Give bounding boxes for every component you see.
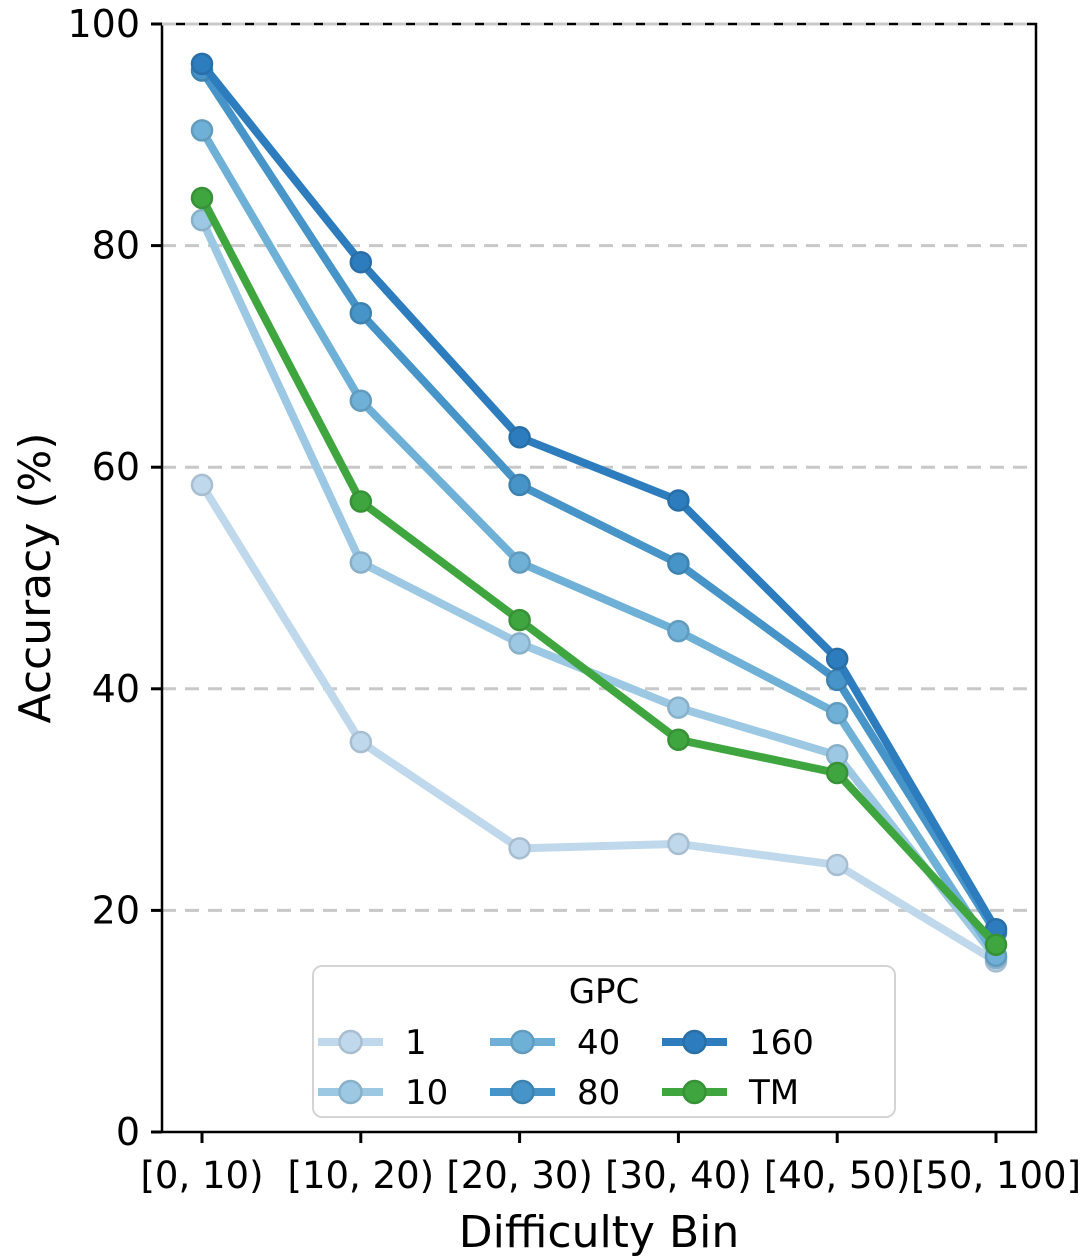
series-80-marker-1	[349, 301, 373, 325]
series-TM-line	[198, 193, 1000, 949]
series-1	[190, 473, 1008, 973]
x-tick-label-4: [40, 50)	[764, 1154, 911, 1197]
series-80-marker-3	[667, 552, 690, 575]
series-10-marker-1	[349, 551, 373, 574]
x-tick-label-0: [0, 10)	[140, 1154, 263, 1197]
legend-label-160: 160	[749, 1023, 814, 1063]
legend-swatch-marker-160	[682, 1029, 707, 1055]
x-tick-label-1: [10, 20)	[288, 1154, 435, 1197]
series-TM-marker-4	[825, 761, 849, 785]
legend-item-10: 10	[318, 1073, 448, 1113]
series-TM-marker-0	[190, 186, 214, 210]
series-TM-marker-3	[667, 728, 690, 752]
series-160-marker-0	[190, 52, 214, 76]
y-tick-label-40: 40	[92, 667, 140, 711]
series-80-marker-2	[508, 473, 531, 497]
x-tick-label-5: [50, 100]	[911, 1154, 1080, 1197]
series-TM-marker-5	[984, 933, 1008, 956]
series-40-marker-4	[825, 701, 849, 725]
series-80-line	[198, 66, 1000, 937]
legend: GPC 1 10 40 80 160 TM	[312, 965, 896, 1118]
series-TM-marker-1	[349, 490, 373, 513]
legend-label-10: 10	[405, 1073, 448, 1113]
legend-label-1: 1	[405, 1023, 427, 1063]
legend-item-160: 160	[662, 1023, 814, 1063]
series-160-marker-1	[349, 250, 373, 274]
legend-label-80: 80	[577, 1073, 620, 1113]
legend-item-1: 1	[318, 1023, 427, 1063]
legend-swatch-marker-TM	[682, 1079, 707, 1105]
series-1-marker-3	[667, 832, 690, 856]
legend-item-80: 80	[490, 1073, 620, 1113]
y-tick-label-80: 80	[92, 224, 140, 268]
legend-swatch-marker-80	[510, 1079, 535, 1105]
series-160-marker-3	[667, 489, 690, 512]
series-40-line	[198, 126, 1000, 960]
series-10-marker-3	[667, 696, 690, 719]
series-40-marker-0	[190, 119, 214, 142]
x-tick-label-3: [30, 40)	[605, 1154, 752, 1197]
series-TM-marker-2	[508, 608, 531, 632]
series-160-marker-4	[825, 647, 849, 671]
series-10-marker-2	[508, 632, 531, 655]
legend-title: GPC	[569, 972, 640, 1012]
series-160-line	[198, 59, 1000, 934]
legend-swatch-marker-40	[510, 1029, 535, 1055]
y-axis-title: Accuracy (%)	[10, 432, 61, 723]
legend-swatch-marker-1	[338, 1029, 363, 1055]
legend-box	[312, 965, 896, 1118]
y-tick-label-100: 100	[67, 2, 140, 46]
y-tick-label-0: 0	[116, 1110, 140, 1154]
series-1-marker-1	[349, 730, 373, 754]
series-TM	[190, 186, 1008, 956]
series-1-line	[198, 480, 1000, 966]
series-1-marker-0	[190, 473, 214, 497]
x-tick-label-2: [20, 30)	[446, 1154, 593, 1197]
legend-item-40: 40	[490, 1023, 620, 1063]
series-40-marker-1	[349, 389, 373, 412]
x-axis-title: Difficulty Bin	[459, 1207, 740, 1258]
y-tick-label-60: 60	[92, 445, 140, 489]
series-160-marker-2	[508, 426, 531, 449]
data-series-layer	[190, 52, 1008, 973]
legend-item-TM: TM	[662, 1073, 799, 1113]
legend-swatch-marker-10	[338, 1079, 363, 1105]
series-1-marker-4	[825, 853, 849, 877]
axis-ticks-layer: 0 20 40 60 80 100 [0, 10) [10, 20) [20, 30) [30, …	[67, 2, 1080, 1197]
legend-label-TM: TM	[748, 1073, 799, 1113]
series-40-marker-2	[508, 551, 531, 574]
series-160	[190, 52, 1008, 941]
series-1-marker-2	[508, 837, 531, 860]
series-40-marker-3	[667, 619, 690, 643]
y-tick-label-20: 20	[92, 888, 140, 932]
legend-label-40: 40	[577, 1023, 620, 1063]
